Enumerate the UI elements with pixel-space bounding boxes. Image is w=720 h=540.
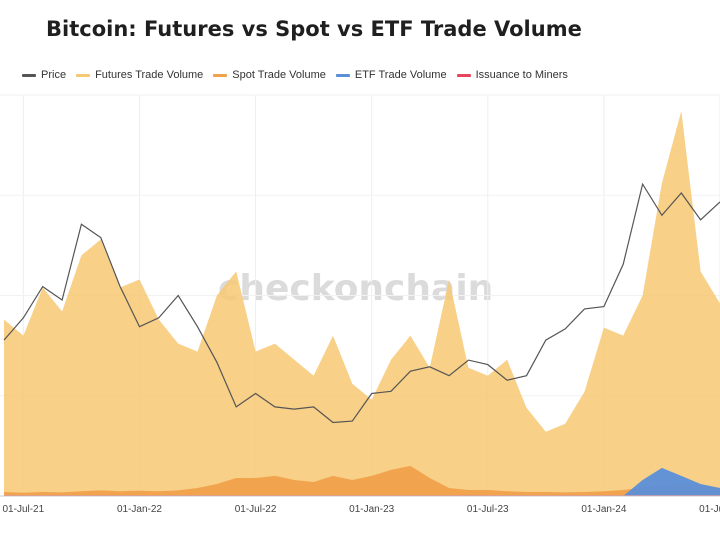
legend-item-futures-trade-volume[interactable]: Futures Trade Volume [76,69,203,81]
legend-label: Futures Trade Volume [95,69,204,81]
price-line [3,182,720,424]
legend-item-spot-trade-volume[interactable]: Spot Trade Volume [213,69,326,81]
legend-swatch [22,73,36,77]
legend-label: Spot Trade Volume [232,69,326,81]
legend-swatch [213,73,228,77]
x-tick-label: 01-Jul-23 [467,504,509,515]
legend-label: Issuance to Miners [475,69,568,81]
x-tick-label: 01-Jul-22 [235,504,277,515]
area-futures-trade-volume [4,111,720,496]
legend-item-price[interactable]: Price [22,69,66,81]
legend-item-etf-trade-volume[interactable]: ETF Trade Volume [335,69,447,81]
x-axis: 01-Jul-21 01-Jan-22 01-Jul-22 01-Jan-23 01-J… [0,495,720,515]
chart-legend: Price Futures Trade Volume Spot Trade Volu… [22,68,578,82]
x-tick-label: 01-Jan-23 [349,504,394,515]
price-series [3,182,720,424]
x-tick-label: 01-Jan-24 [581,504,626,515]
area-etf-trade-volume [4,467,720,496]
legend-label: Price [41,69,67,81]
legend-swatch [456,73,471,77]
legend-item-issuance-to-miners[interactable]: Issuance to Miners [456,69,568,81]
legend-swatch [335,73,350,77]
x-tick-label: 01-Jul-21 [2,504,44,515]
series-areas [4,111,720,496]
x-tick-label: 01-Jan-22 [117,504,162,515]
x-tick-label: 01-Jul-24 [699,504,720,515]
legend-label: ETF Trade Volume [354,69,447,81]
legend-swatch [76,73,91,77]
area-spot-trade-volume [4,465,720,496]
chart-title: Bitcoin: Futures vs Spot vs ETF Trade Vo… [46,17,582,41]
